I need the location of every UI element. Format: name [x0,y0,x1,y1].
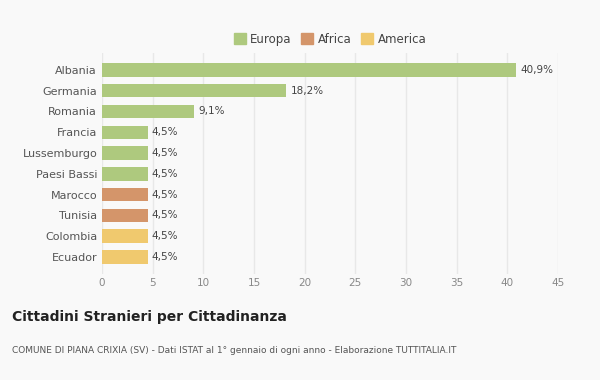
Text: 4,5%: 4,5% [152,231,178,241]
Text: 9,1%: 9,1% [198,106,225,117]
Text: 4,5%: 4,5% [152,127,178,137]
Bar [102,105,194,118]
Text: Cittadini Stranieri per Cittadinanza: Cittadini Stranieri per Cittadinanza [12,310,287,324]
Bar [102,209,148,222]
Text: 40,9%: 40,9% [521,65,554,75]
Bar [102,63,517,77]
Text: 4,5%: 4,5% [152,169,178,179]
Bar [102,229,148,243]
Text: 4,5%: 4,5% [152,210,178,220]
Bar [102,188,148,201]
Text: 18,2%: 18,2% [290,86,323,96]
Text: COMUNE DI PIANA CRIXIA (SV) - Dati ISTAT al 1° gennaio di ogni anno - Elaborazio: COMUNE DI PIANA CRIXIA (SV) - Dati ISTAT… [12,346,457,355]
Legend: Europa, Africa, America: Europa, Africa, America [232,30,428,48]
Text: 4,5%: 4,5% [152,148,178,158]
Text: 4,5%: 4,5% [152,190,178,200]
Bar [102,146,148,160]
Text: 4,5%: 4,5% [152,252,178,262]
Bar [102,84,286,98]
Bar [102,167,148,180]
Bar [102,250,148,264]
Bar [102,125,148,139]
